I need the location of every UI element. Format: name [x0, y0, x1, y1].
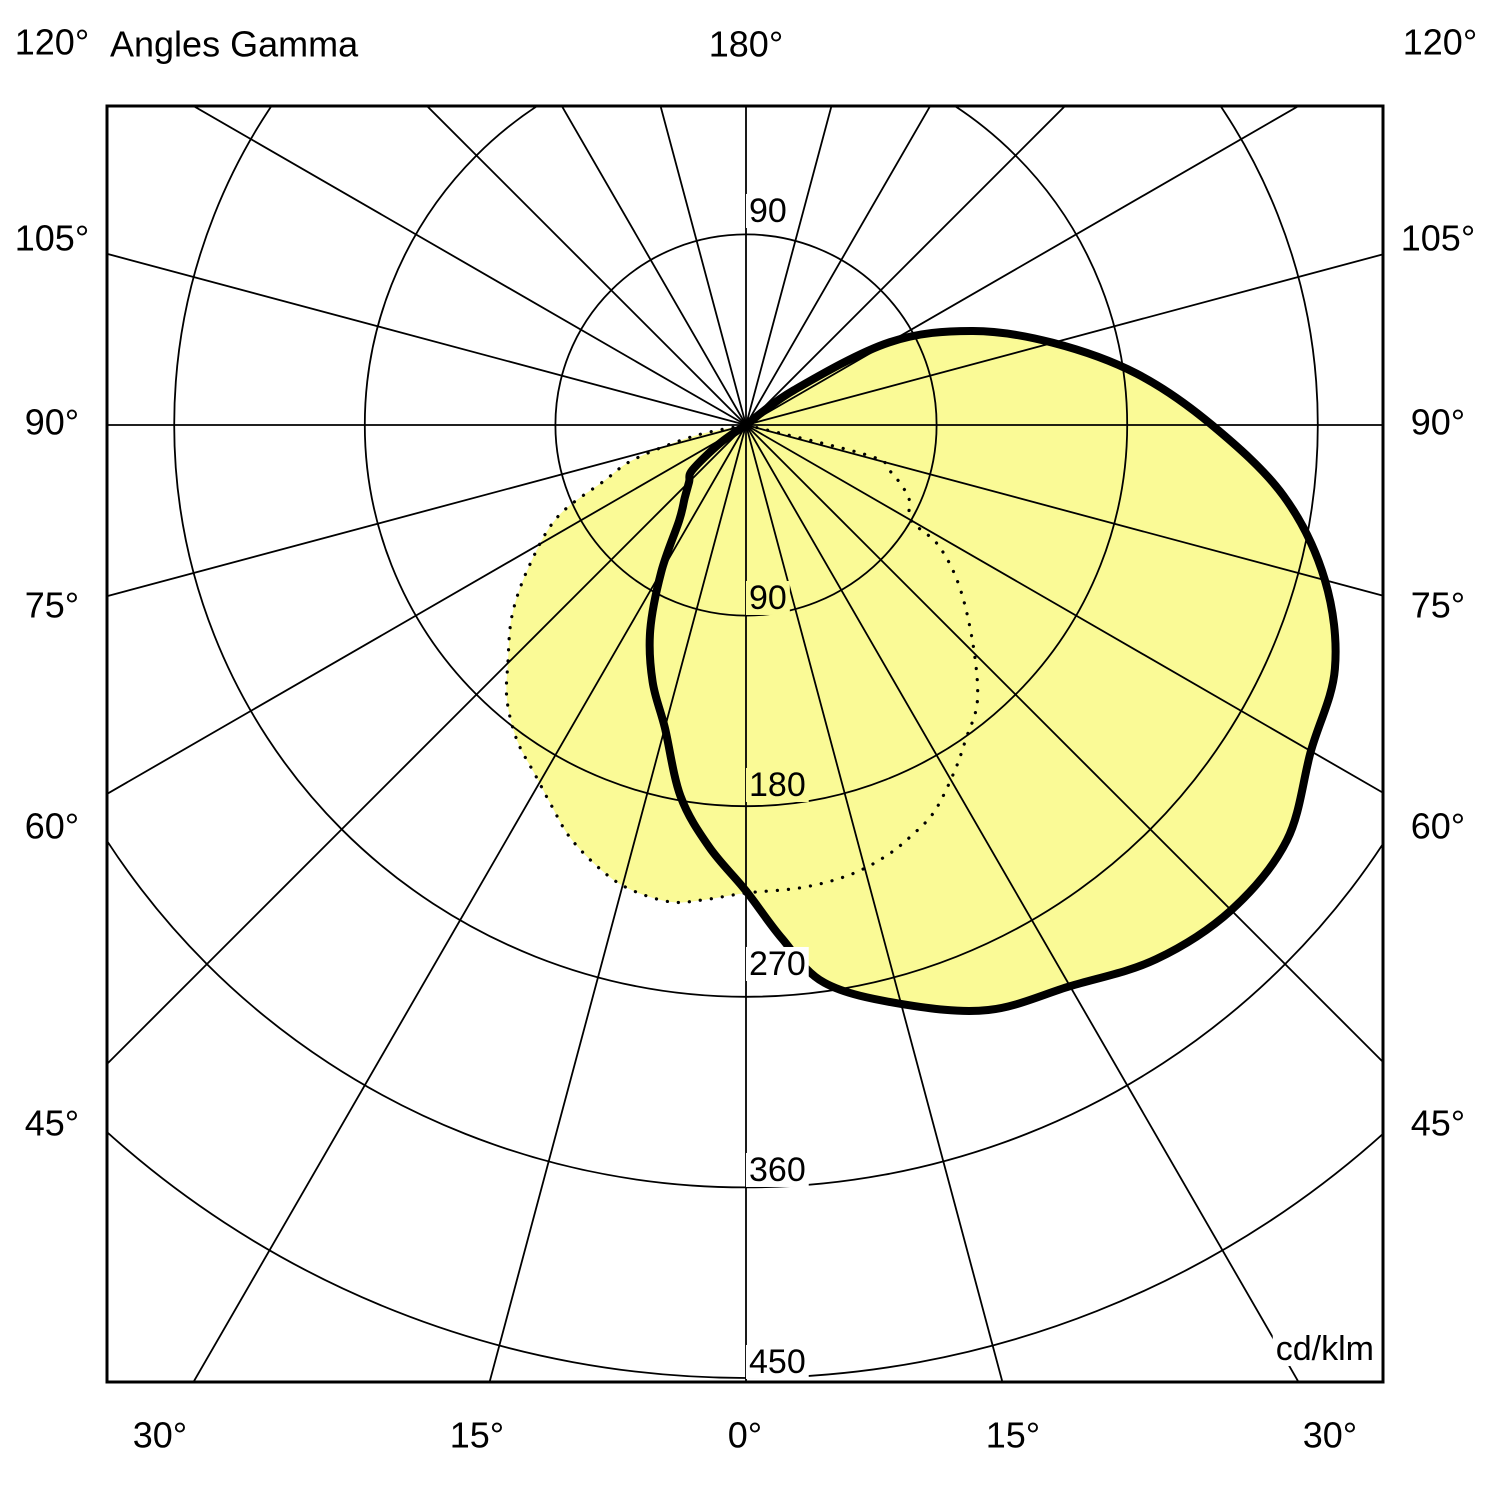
grid-ray — [560, 106, 747, 426]
grid-ray — [745, 424, 1004, 1382]
gamma-label-bottom: 15° — [986, 1415, 1040, 1456]
grid-ray — [488, 424, 747, 1382]
gamma-label-120-left: 120° — [15, 22, 89, 63]
labels: Angles Gamma 180° 120° 120° 105° 90° 75° 60° 45°… — [15, 22, 1477, 1456]
gamma-label-bottom: 15° — [450, 1415, 504, 1456]
grid-ray — [425, 106, 747, 426]
gamma-label-left: 105° — [15, 218, 89, 259]
plot-border — [105, 104, 1385, 1384]
radial-tick-label: 90 — [749, 192, 787, 230]
label-backplate — [746, 193, 790, 228]
gamma-label-120-right: 120° — [1403, 22, 1477, 63]
grid-ray — [107, 424, 747, 795]
distribution-curves — [504, 326, 1340, 1015]
radial-tick-label: 450 — [749, 1343, 806, 1381]
gamma-label-left: 75° — [25, 585, 79, 626]
label-backplate — [746, 767, 809, 802]
label-backplate — [746, 580, 790, 615]
gamma-label-bottom: 0° — [728, 1415, 762, 1456]
grid-ray — [107, 424, 747, 598]
gamma-label-bottom: 30° — [133, 1415, 187, 1456]
radial-tick-label: 90 — [749, 579, 787, 617]
radial-tick-label: 180 — [749, 766, 806, 804]
gamma-label-right: 45° — [1411, 1103, 1465, 1144]
label-backplate — [746, 946, 809, 981]
label-backplate — [1272, 1331, 1377, 1366]
grid-ray — [745, 106, 1067, 426]
grid-ray — [745, 106, 1301, 426]
grid-ray — [107, 252, 747, 426]
grid-ray — [192, 424, 747, 1382]
grid-ray — [745, 106, 932, 426]
label-backplate — [746, 1344, 809, 1379]
gamma-label-right: 105° — [1401, 218, 1475, 259]
gamma-label-left: 60° — [25, 806, 79, 847]
grid-ray — [191, 106, 747, 426]
label-backplate — [746, 1152, 809, 1187]
grid-ray — [745, 424, 1383, 794]
chart-title: Angles Gamma — [110, 24, 359, 65]
gamma-label-left: 45° — [25, 1103, 79, 1144]
grid-ray — [745, 106, 833, 426]
grid-ray — [745, 424, 1383, 597]
gamma-label-right: 90° — [1411, 402, 1465, 443]
grid-ray — [107, 424, 747, 1066]
grid-ray — [659, 106, 747, 426]
distribution-curve-solid — [645, 326, 1340, 1015]
gamma-label-bottom: 30° — [1303, 1415, 1357, 1456]
grid-ray — [745, 424, 1383, 1064]
radial-tick-label: 360 — [749, 1151, 806, 1189]
distribution-curve-dotted — [504, 423, 980, 905]
gamma-label-right: 60° — [1411, 806, 1465, 847]
gamma-label-left: 90° — [25, 402, 79, 443]
grid-ray — [745, 253, 1383, 426]
grid-ray — [745, 424, 1300, 1382]
radial-tick-label: 270 — [749, 945, 806, 983]
gamma-label-right: 75° — [1411, 585, 1465, 626]
unit-label: cd/klm — [1276, 1330, 1374, 1368]
gamma-label-180: 180° — [709, 24, 783, 65]
